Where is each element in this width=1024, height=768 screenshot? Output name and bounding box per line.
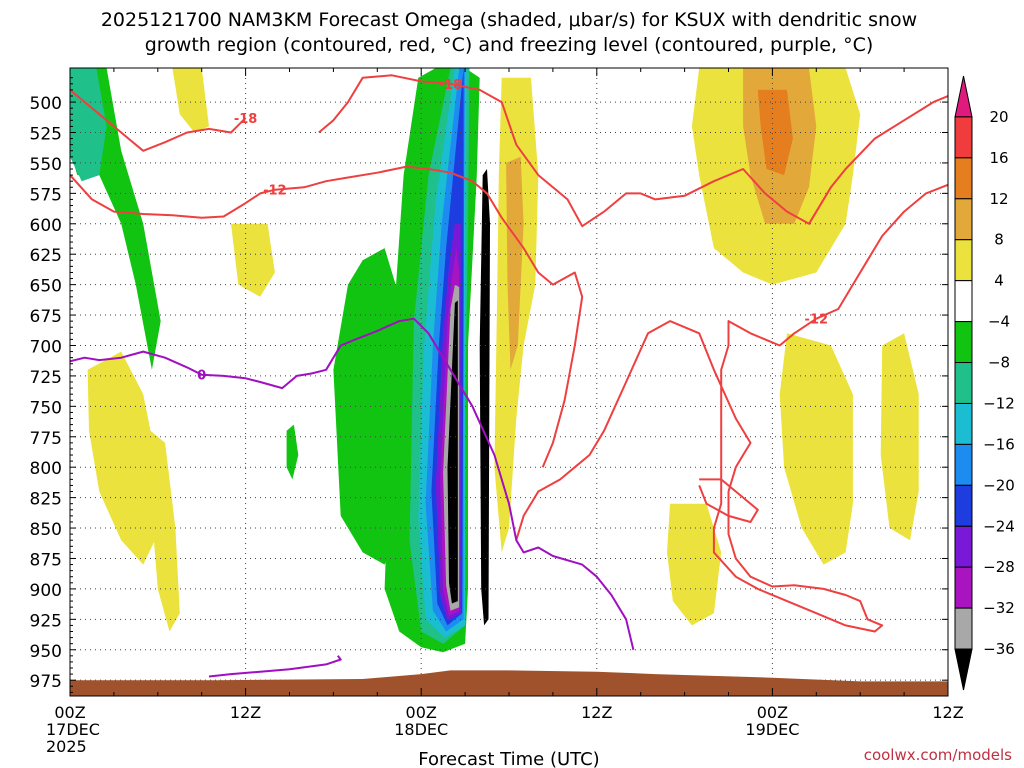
x-axis-label: Forecast Time (UTC) bbox=[418, 749, 599, 768]
y-tick-label: 825 bbox=[30, 490, 62, 510]
plot-area: -18 -18 -12 -12 0 bbox=[70, 68, 948, 696]
colorbar-swatch bbox=[954, 484, 973, 527]
chart-title-line-1: 2025121700 NAM3KM Forecast Omega (shaded… bbox=[101, 9, 917, 31]
y-tick-label: 800 bbox=[30, 459, 62, 479]
colorbar-end-top bbox=[954, 75, 973, 118]
x-tick-label: 00Z bbox=[54, 703, 85, 722]
y-tick-label: 875 bbox=[30, 550, 62, 570]
y-tick-label: 600 bbox=[30, 216, 62, 236]
omega-region bbox=[286, 424, 299, 480]
y-tick-label: 775 bbox=[30, 429, 62, 449]
omega-region bbox=[150, 430, 180, 632]
colorbar-label: −16 bbox=[983, 435, 1015, 453]
colorbar-label: −20 bbox=[983, 476, 1015, 494]
colorbar-label: −12 bbox=[983, 394, 1015, 412]
colorbar-label: −24 bbox=[983, 517, 1015, 535]
terrain-surface bbox=[70, 670, 948, 696]
dgz-contour-line bbox=[515, 183, 948, 633]
credit-text: coolwx.com/models bbox=[864, 746, 1012, 764]
y-tick-label: 625 bbox=[30, 246, 62, 266]
y-tick-label: 525 bbox=[30, 125, 62, 145]
omega-region bbox=[172, 68, 209, 133]
colorbar-label: −36 bbox=[983, 640, 1015, 658]
colorbar: 20 16 12 8 4 −4 −8 −12 −16 −20 −24 −28 −32 −36 bbox=[954, 75, 1015, 691]
y-tick-label: 950 bbox=[30, 642, 62, 662]
y-tick-label: 575 bbox=[30, 185, 62, 205]
dgz-contour-line bbox=[70, 165, 584, 468]
omega-region bbox=[779, 333, 853, 565]
colorbar-label: 8 bbox=[994, 231, 1004, 249]
dgz-contour-line bbox=[698, 478, 759, 523]
y-tick-label: 500 bbox=[30, 94, 62, 114]
colorbar-label: −28 bbox=[983, 558, 1015, 576]
colorbar-end-bottom bbox=[954, 648, 973, 691]
x-tick-label: 00Z bbox=[406, 703, 437, 722]
y-tick-label: 725 bbox=[30, 368, 62, 388]
colorbar-label: −32 bbox=[983, 599, 1015, 617]
colorbar-swatch bbox=[954, 198, 973, 241]
freezing-contour-label: 0 bbox=[197, 369, 206, 384]
colorbar-swatch bbox=[954, 607, 973, 650]
colorbar-swatch bbox=[954, 157, 973, 200]
colorbar-swatch bbox=[954, 362, 973, 404]
y-tick-label: 900 bbox=[30, 581, 62, 601]
colorbar-swatch bbox=[954, 116, 973, 159]
colorbar-swatch bbox=[954, 321, 973, 364]
dgz-contour-label: -12 bbox=[263, 184, 287, 199]
x-tick-label: 12Z bbox=[581, 703, 612, 722]
omega-region bbox=[479, 169, 490, 626]
colorbar-label: 12 bbox=[989, 190, 1008, 208]
y-tick-label: 925 bbox=[30, 611, 62, 631]
dgz-contour-line bbox=[70, 89, 247, 152]
colorbar-label: 4 bbox=[994, 272, 1004, 290]
x-tick-label: 2025 bbox=[46, 737, 87, 756]
x-tick-label: 12Z bbox=[932, 703, 963, 722]
x-tick-label: 00Z bbox=[757, 703, 788, 722]
colorbar-label: −8 bbox=[988, 354, 1010, 372]
dgz-contour-label: -18 bbox=[439, 78, 463, 93]
x-tick-label: 19DEC bbox=[745, 720, 799, 739]
freezing-contour-line bbox=[70, 317, 635, 651]
dgz-contour-line bbox=[318, 74, 948, 228]
colorbar-swatch bbox=[954, 402, 973, 445]
colorbar-swatch bbox=[954, 280, 973, 323]
x-tick-label: 18DEC bbox=[394, 720, 448, 739]
y-tick-label: 550 bbox=[30, 155, 62, 175]
colorbar-swatch bbox=[954, 525, 973, 568]
y-tick-label: 700 bbox=[30, 337, 62, 357]
y-tick-label: 675 bbox=[30, 307, 62, 327]
axes: 500 525 550 575 600 625 650 675 700 725 750 775 800 8… bbox=[30, 67, 964, 756]
y-tick-label: 850 bbox=[30, 520, 62, 540]
y-tick-label: 650 bbox=[30, 277, 62, 297]
omega-region bbox=[87, 351, 158, 565]
omega-region bbox=[667, 503, 722, 626]
omega-region bbox=[506, 156, 524, 370]
omega-region bbox=[880, 333, 919, 541]
x-tick-label: 12Z bbox=[230, 703, 261, 722]
y-tick-label: 750 bbox=[30, 398, 62, 418]
y-tick-label: 975 bbox=[30, 672, 62, 692]
colorbar-swatch bbox=[954, 443, 973, 486]
colorbar-swatch bbox=[954, 566, 973, 609]
colorbar-label: −4 bbox=[988, 313, 1010, 331]
freezing-contour-line bbox=[208, 655, 342, 678]
terrain bbox=[70, 670, 948, 696]
chart-title-line-2: growth region (contoured, red, °C) and f… bbox=[145, 34, 874, 56]
dgz-contour-label: -18 bbox=[234, 112, 258, 127]
omega-region bbox=[231, 223, 275, 297]
colorbar-label: 20 bbox=[989, 108, 1008, 126]
x-tick-label: 17DEC bbox=[46, 720, 100, 739]
omega-shading bbox=[70, 68, 919, 653]
dgz-contour-label: -12 bbox=[805, 313, 829, 328]
colorbar-swatch bbox=[954, 239, 973, 282]
colorbar-label: 16 bbox=[989, 149, 1008, 167]
contours: -18 -18 -12 -12 0 bbox=[70, 74, 948, 678]
